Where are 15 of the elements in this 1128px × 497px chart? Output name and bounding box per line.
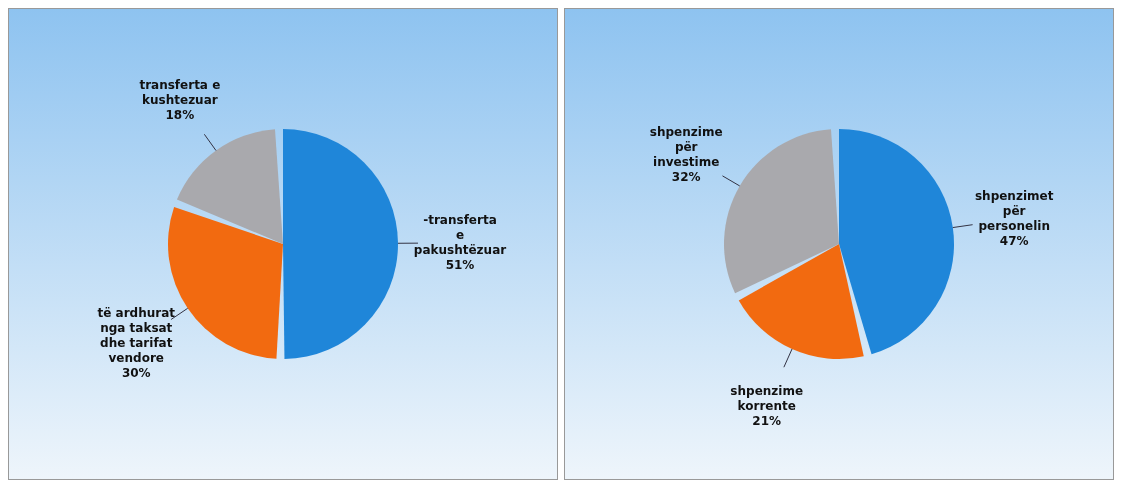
data-label: 47%	[999, 234, 1029, 249]
slice-label: shpenzime për investime	[649, 125, 723, 170]
slice-label: transferta e kushtezuar	[139, 78, 221, 108]
slice-label: shpenzimet për personelin	[974, 189, 1054, 234]
pie-slice	[724, 129, 839, 294]
data-label: 21%	[752, 413, 782, 428]
data-label: 18%	[165, 108, 195, 123]
slice-label: -transferta e pakushtëzuar	[413, 213, 507, 258]
slice-label: shpenzime korrente	[730, 383, 804, 413]
slice-label: të ardhurat nga taksat dhe tarifat vendore	[97, 305, 176, 365]
pie-slice	[839, 129, 954, 355]
pie-slice	[738, 244, 864, 359]
data-label: 51%	[445, 258, 475, 273]
data-label: 30%	[121, 365, 151, 380]
data-label: 32%	[671, 170, 701, 185]
